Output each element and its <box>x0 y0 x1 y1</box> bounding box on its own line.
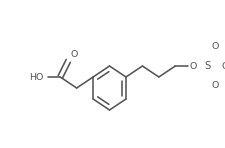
Text: O: O <box>189 62 196 70</box>
Text: O: O <box>221 62 225 70</box>
Text: O: O <box>211 81 218 90</box>
Text: O: O <box>71 50 78 59</box>
Text: O: O <box>211 42 218 51</box>
Text: S: S <box>203 61 210 71</box>
Text: HO: HO <box>29 73 43 82</box>
